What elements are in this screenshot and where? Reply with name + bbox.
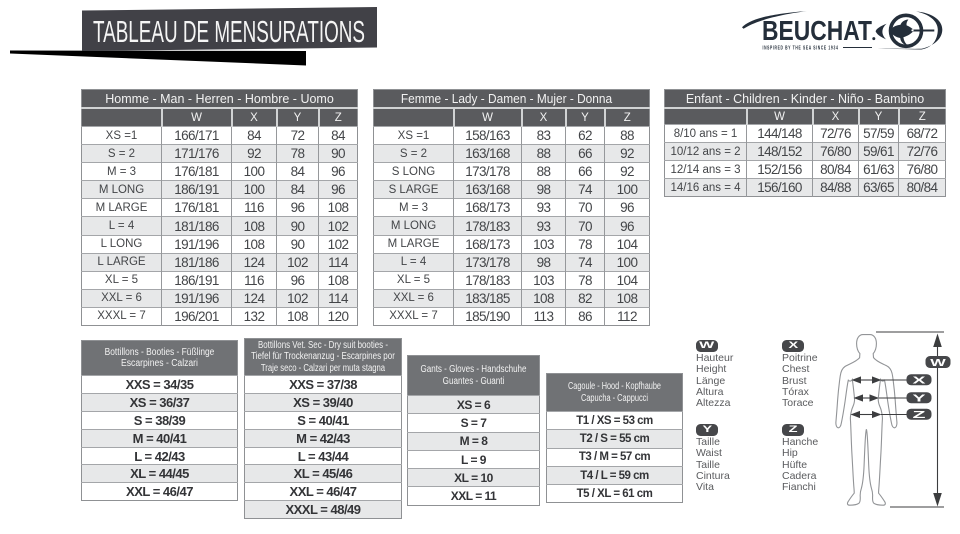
svg-text:X: X (913, 375, 927, 386)
svg-text:Y: Y (913, 393, 927, 404)
svg-text:BEUCHAT: BEUCHAT (762, 15, 872, 46)
svg-text:Z: Z (913, 410, 926, 421)
svg-text:INSPIRED BY THE SEA SINCE 1934: INSPIRED BY THE SEA SINCE 1934 (763, 46, 839, 52)
svg-text:W: W (930, 358, 946, 369)
svg-text:TABLEAU DE MENSURATIONS: TABLEAU DE MENSURATIONS (93, 15, 365, 49)
